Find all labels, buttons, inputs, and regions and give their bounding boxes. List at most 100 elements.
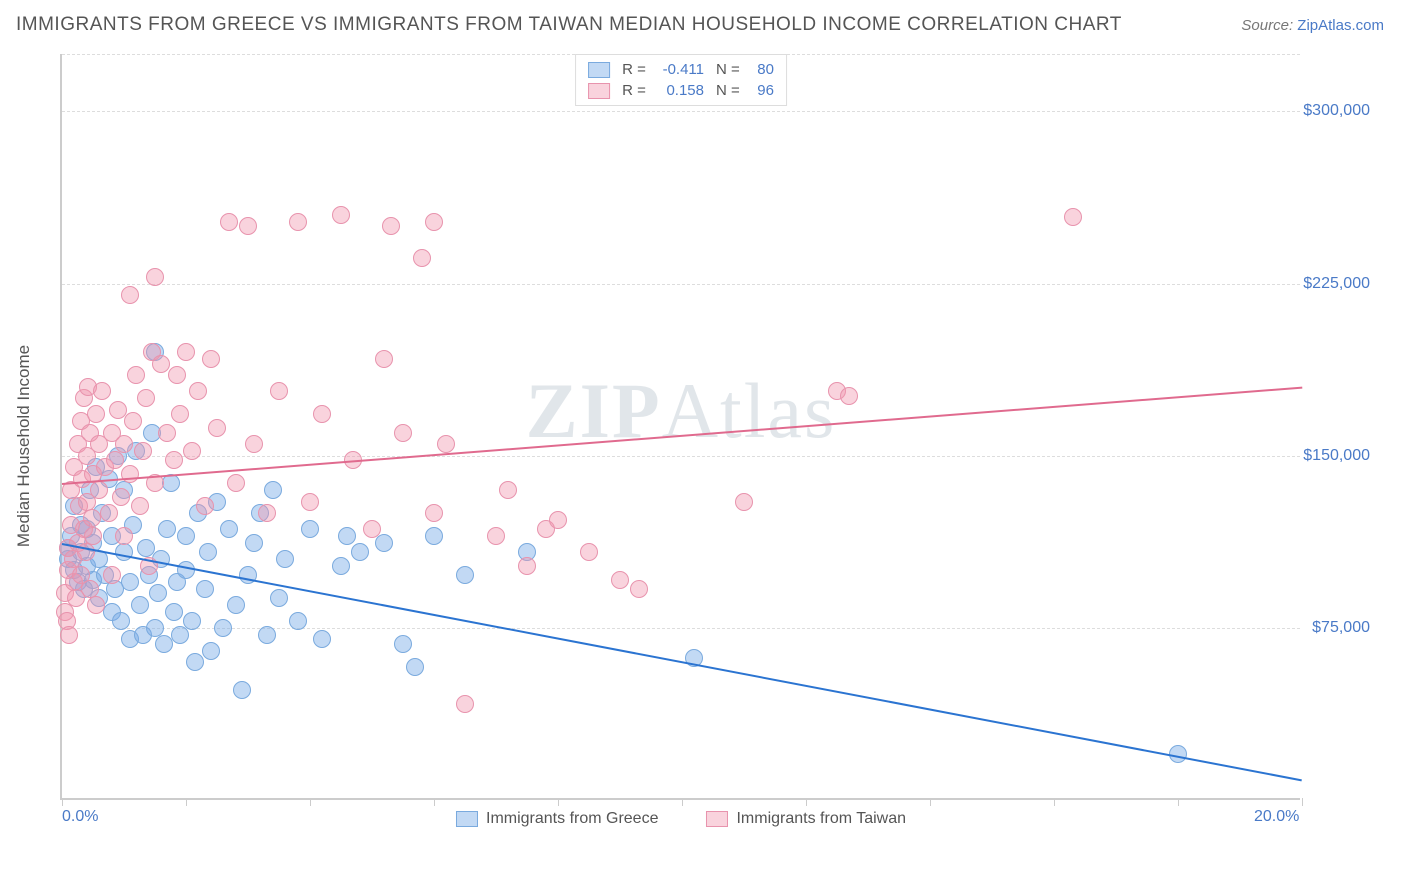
taiwan-point [735,493,753,511]
taiwan-point [152,355,170,373]
x-tick [434,798,435,806]
legend-series-label: Immigrants from Taiwan [736,810,906,828]
greece-point [338,527,356,545]
plot-container: Median Household Income ZIPAtlas R = -0.… [38,46,1390,846]
x-tick [558,798,559,806]
chart-title: IMMIGRANTS FROM GREECE VS IMMIGRANTS FRO… [16,14,1122,36]
greece-point [332,557,350,575]
source-label: Source: [1241,17,1293,34]
taiwan-point [270,382,288,400]
taiwan-point [124,412,142,430]
legend-swatch [588,62,610,78]
taiwan-point [103,566,121,584]
greece-point [456,566,474,584]
taiwan-point [83,509,101,527]
greece-point [177,561,195,579]
taiwan-point [630,580,648,598]
taiwan-point [115,435,133,453]
taiwan-point [301,493,319,511]
taiwan-point [146,268,164,286]
taiwan-point [121,465,139,483]
taiwan-point [518,557,536,575]
greece-trend-line [62,543,1302,781]
greece-point [199,543,217,561]
taiwan-point [313,405,331,423]
gridline [62,628,1300,629]
y-tick-label: $225,000 [1300,275,1370,293]
greece-point [289,612,307,630]
greece-point [276,550,294,568]
taiwan-point [127,366,145,384]
greece-point [220,520,238,538]
taiwan-point [202,350,220,368]
chart-source: Source: ZipAtlas.com [1241,17,1384,34]
x-tick [930,798,931,806]
gridline [62,456,1300,457]
taiwan-point [196,497,214,515]
taiwan-point [1064,208,1082,226]
source-link[interactable]: ZipAtlas.com [1297,17,1384,34]
greece-point [214,619,232,637]
y-tick-label: $75,000 [1300,619,1370,637]
legend-swatch [588,83,610,99]
plot-area: ZIPAtlas R = -0.411N = 80R = 0.158N = 96… [60,54,1300,800]
taiwan-point [165,451,183,469]
y-tick-label: $150,000 [1300,447,1370,465]
gridline [62,111,1300,112]
greece-point [394,635,412,653]
legend-swatch [706,811,728,827]
taiwan-point [112,488,130,506]
greece-point [245,534,263,552]
x-tick [806,798,807,806]
greece-point [270,589,288,607]
x-tick-label: 20.0% [1254,808,1299,826]
legend-series: Immigrants from GreeceImmigrants from Ta… [456,810,906,828]
greece-point [177,527,195,545]
taiwan-point [580,543,598,561]
taiwan-point [168,366,186,384]
taiwan-point [87,405,105,423]
chart-header: IMMIGRANTS FROM GREECE VS IMMIGRANTS FRO… [0,0,1406,46]
taiwan-point [499,481,517,499]
taiwan-point [437,435,455,453]
legend-stat-row: R = 0.158N = 96 [588,80,774,101]
taiwan-point [208,419,226,437]
greece-point [227,596,245,614]
greece-point [301,520,319,538]
taiwan-point [84,527,102,545]
x-tick [310,798,311,806]
taiwan-point [375,350,393,368]
taiwan-point [425,504,443,522]
greece-point [115,543,133,561]
taiwan-point [487,527,505,545]
greece-point [425,527,443,545]
greece-point [351,543,369,561]
taiwan-point [134,442,152,460]
greece-point [149,584,167,602]
greece-point [165,603,183,621]
greece-point [137,539,155,557]
taiwan-point [189,382,207,400]
taiwan-point [239,217,257,235]
taiwan-point [245,435,263,453]
taiwan-point [227,474,245,492]
greece-point [196,580,214,598]
taiwan-point [183,442,201,460]
x-tick [1054,798,1055,806]
taiwan-point [220,213,238,231]
taiwan-point [456,695,474,713]
greece-point [186,653,204,671]
greece-point [406,658,424,676]
taiwan-point [289,213,307,231]
taiwan-point [382,217,400,235]
greece-point [202,642,220,660]
taiwan-point [137,389,155,407]
taiwan-point [363,520,381,538]
greece-point [171,626,189,644]
x-tick [62,798,63,806]
taiwan-point [60,626,78,644]
taiwan-point [93,382,111,400]
taiwan-point [258,504,276,522]
taiwan-point [425,213,443,231]
greece-point [121,573,139,591]
